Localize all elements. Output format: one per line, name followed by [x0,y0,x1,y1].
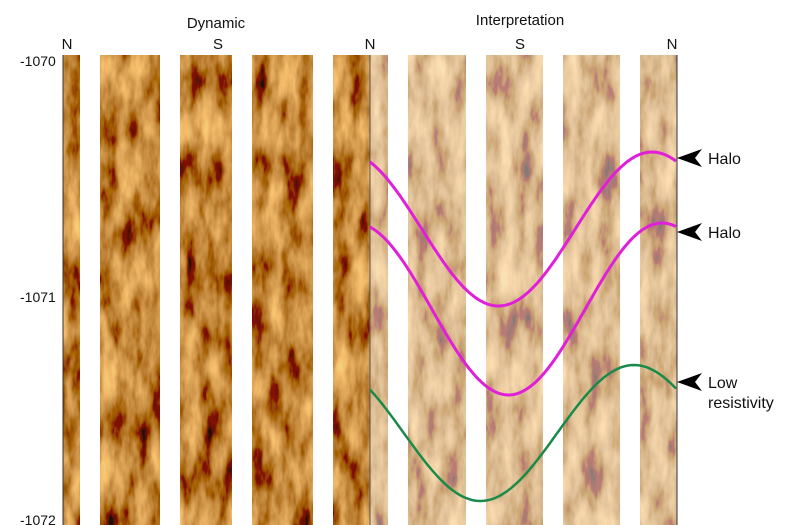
depth-label: -1070 [20,53,56,70]
depth-label: -1072 [20,512,56,525]
depth-label: -1071 [20,289,56,306]
annotation: Halo [708,225,741,242]
orientation-label: S [515,36,525,53]
panel-title: Dynamic [187,15,245,32]
annotation: Halo [708,151,741,168]
borehole-image [0,0,792,525]
orientation-label: N [365,36,376,53]
annotation: Low resistivity [708,374,788,414]
panel-title: Interpretation [476,12,564,29]
orientation-label: S [213,36,223,53]
pointer-arrows [677,149,702,391]
orientation-label: N [667,36,678,53]
orientation-label: N [62,36,73,53]
figure: Dynamic Interpretation N S N S N -1070 -… [0,0,792,525]
